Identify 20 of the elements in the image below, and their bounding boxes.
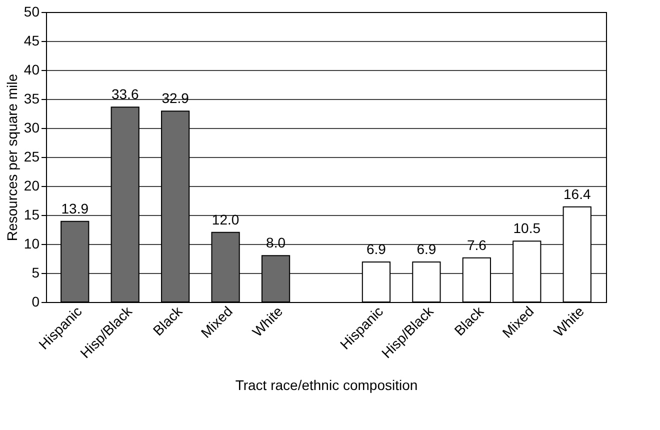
data-label: 33.6 xyxy=(111,86,139,102)
y-tick-label: 45 xyxy=(24,32,40,48)
y-tick-label: 15 xyxy=(24,206,40,222)
data-label: 12.0 xyxy=(212,211,240,228)
y-axis-title: Resources per square mile xyxy=(4,74,20,242)
data-label: 13.9 xyxy=(61,200,89,216)
data-label: 6.9 xyxy=(416,240,436,257)
y-tick-label: 10 xyxy=(24,236,40,252)
y-tick-label: 20 xyxy=(24,178,40,194)
y-tick-label: 30 xyxy=(24,120,40,136)
y-tick-label: 0 xyxy=(32,294,40,310)
y-tick-label: 5 xyxy=(32,264,40,280)
y-tick-label: 25 xyxy=(24,148,40,164)
data-label: 16.4 xyxy=(563,186,591,202)
x-axis-title: Tract race/ethnic composition xyxy=(235,377,418,394)
data-label: 10.5 xyxy=(513,220,541,236)
y-tick-label: 35 xyxy=(24,90,40,106)
y-tick-label: 50 xyxy=(24,4,40,20)
data-label: 6.9 xyxy=(366,240,386,257)
y-tick-label: 40 xyxy=(24,62,40,78)
